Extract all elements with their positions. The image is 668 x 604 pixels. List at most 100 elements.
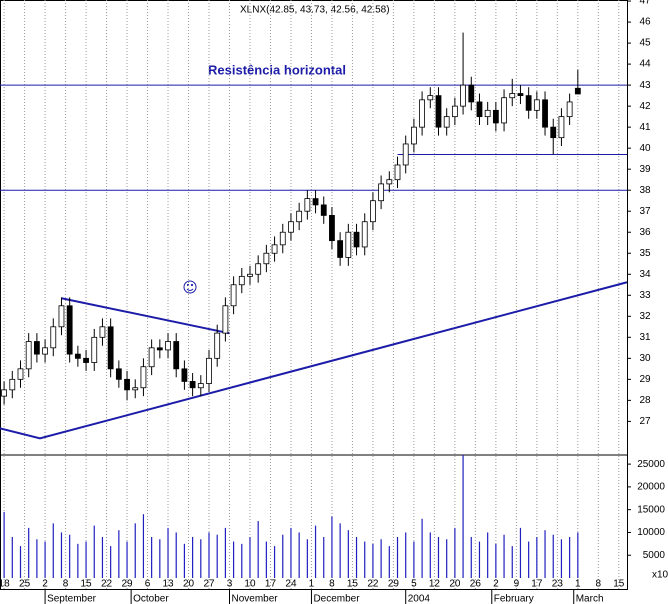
candle-body: [83, 357, 89, 363]
candle-body: [140, 366, 147, 389]
y-tick-label: 31: [639, 332, 651, 343]
volume-bar: [470, 537, 472, 578]
v-tick-label: 25000: [637, 459, 665, 470]
x-tick-label: 3: [227, 579, 233, 590]
volume-bar: [282, 534, 284, 578]
x-tick-label: 20: [449, 579, 461, 590]
volume-bar: [249, 537, 251, 578]
x-tick-label: 5: [411, 579, 417, 590]
x-tick-label: 12: [429, 579, 441, 590]
volume-bar: [528, 541, 530, 578]
candle-body: [9, 378, 16, 391]
volume-bar: [126, 541, 128, 578]
x-tick-label: 22: [367, 579, 379, 590]
x-tick-label: 18: [0, 579, 10, 590]
volume-bar: [487, 532, 489, 578]
x-tick-label: 8: [596, 579, 602, 590]
month-label: October: [133, 594, 169, 604]
candle-body: [329, 215, 335, 242]
v-tick-label: 15000: [637, 504, 665, 515]
v-tick-label: 5000: [643, 550, 666, 561]
volume-bar: [183, 543, 186, 578]
candle-body: [271, 244, 278, 254]
y-tick-label: 38: [639, 185, 651, 196]
volume-bar: [3, 511, 5, 578]
x-tick-label: 2: [493, 579, 499, 590]
candle-body: [25, 341, 32, 370]
volume-bar: [405, 532, 407, 578]
volume-bar: [495, 543, 497, 578]
volume-bar: [265, 541, 267, 578]
y-tick-label: 46: [639, 17, 651, 28]
x-tick-label: 8: [63, 579, 69, 590]
candle-body: [370, 200, 376, 223]
candle-body: [214, 332, 221, 359]
volume-bar: [462, 455, 464, 578]
volume-bar: [478, 541, 481, 578]
volume-bar: [134, 523, 136, 578]
volume-bar: [142, 514, 145, 578]
volume-bar: [544, 530, 546, 578]
month-label: November: [231, 594, 278, 604]
candle-body: [263, 252, 270, 265]
candle-body: [58, 305, 65, 328]
candle-body: [148, 347, 155, 368]
volume-bar: [519, 527, 522, 578]
month-label: February: [494, 594, 534, 604]
volume-bar: [216, 534, 218, 578]
volume-bar: [200, 539, 202, 578]
candle-body: [492, 109, 499, 124]
volume-bar: [331, 516, 333, 578]
candle-body: [74, 353, 81, 359]
trend-line: [61, 297, 230, 335]
volume-bar: [437, 537, 440, 578]
candle-body: [156, 347, 163, 351]
volume-bar: [388, 546, 390, 578]
volume-bar: [355, 537, 358, 578]
y-tick-label: 36: [639, 227, 651, 238]
candle-body: [378, 183, 385, 202]
x-tick-label: 8: [329, 579, 335, 590]
volume-bar: [19, 546, 22, 578]
volume-bar: [44, 541, 46, 578]
volume-bar: [69, 534, 71, 578]
candle-body: [345, 231, 352, 258]
candle-body: [1, 389, 7, 397]
candle-body: [533, 99, 540, 111]
candle-body: [238, 275, 245, 286]
volume-bar: [339, 523, 341, 578]
volume-bar: [290, 527, 292, 578]
candle-body: [476, 101, 483, 118]
annotation: Resistência horizontal: [208, 62, 346, 77]
volume-bar: [560, 539, 563, 578]
x-tick-label: 29: [121, 579, 133, 590]
volume-bar: [208, 532, 210, 578]
x-tick-label: 15: [613, 579, 625, 590]
candle-body: [361, 221, 368, 248]
candle-body: [66, 305, 73, 355]
volume-bar: [552, 534, 554, 578]
candle-body: [411, 126, 417, 145]
x-tick-label: 25: [19, 579, 31, 590]
candle-body: [501, 97, 507, 124]
candle-body: [312, 198, 319, 206]
volume-bar: [192, 537, 194, 578]
volume-bar: [413, 541, 415, 578]
v-tick-label: 20000: [637, 482, 665, 493]
volume-bar: [536, 537, 538, 578]
x-tick-label: 1: [309, 579, 315, 590]
volume-bar: [577, 532, 579, 578]
volume-bar: [273, 546, 276, 578]
volume-bar: [85, 541, 87, 578]
volume-bar: [11, 537, 13, 578]
candle-body: [50, 326, 57, 349]
candle-body: [230, 284, 237, 307]
candle-body: [17, 368, 24, 380]
candle-body: [91, 336, 98, 363]
volume-bar: [347, 530, 349, 578]
candle-body: [279, 231, 286, 246]
y-tick-label: 35: [639, 248, 651, 259]
volume-bar: [101, 537, 104, 578]
candle-body: [402, 143, 409, 166]
